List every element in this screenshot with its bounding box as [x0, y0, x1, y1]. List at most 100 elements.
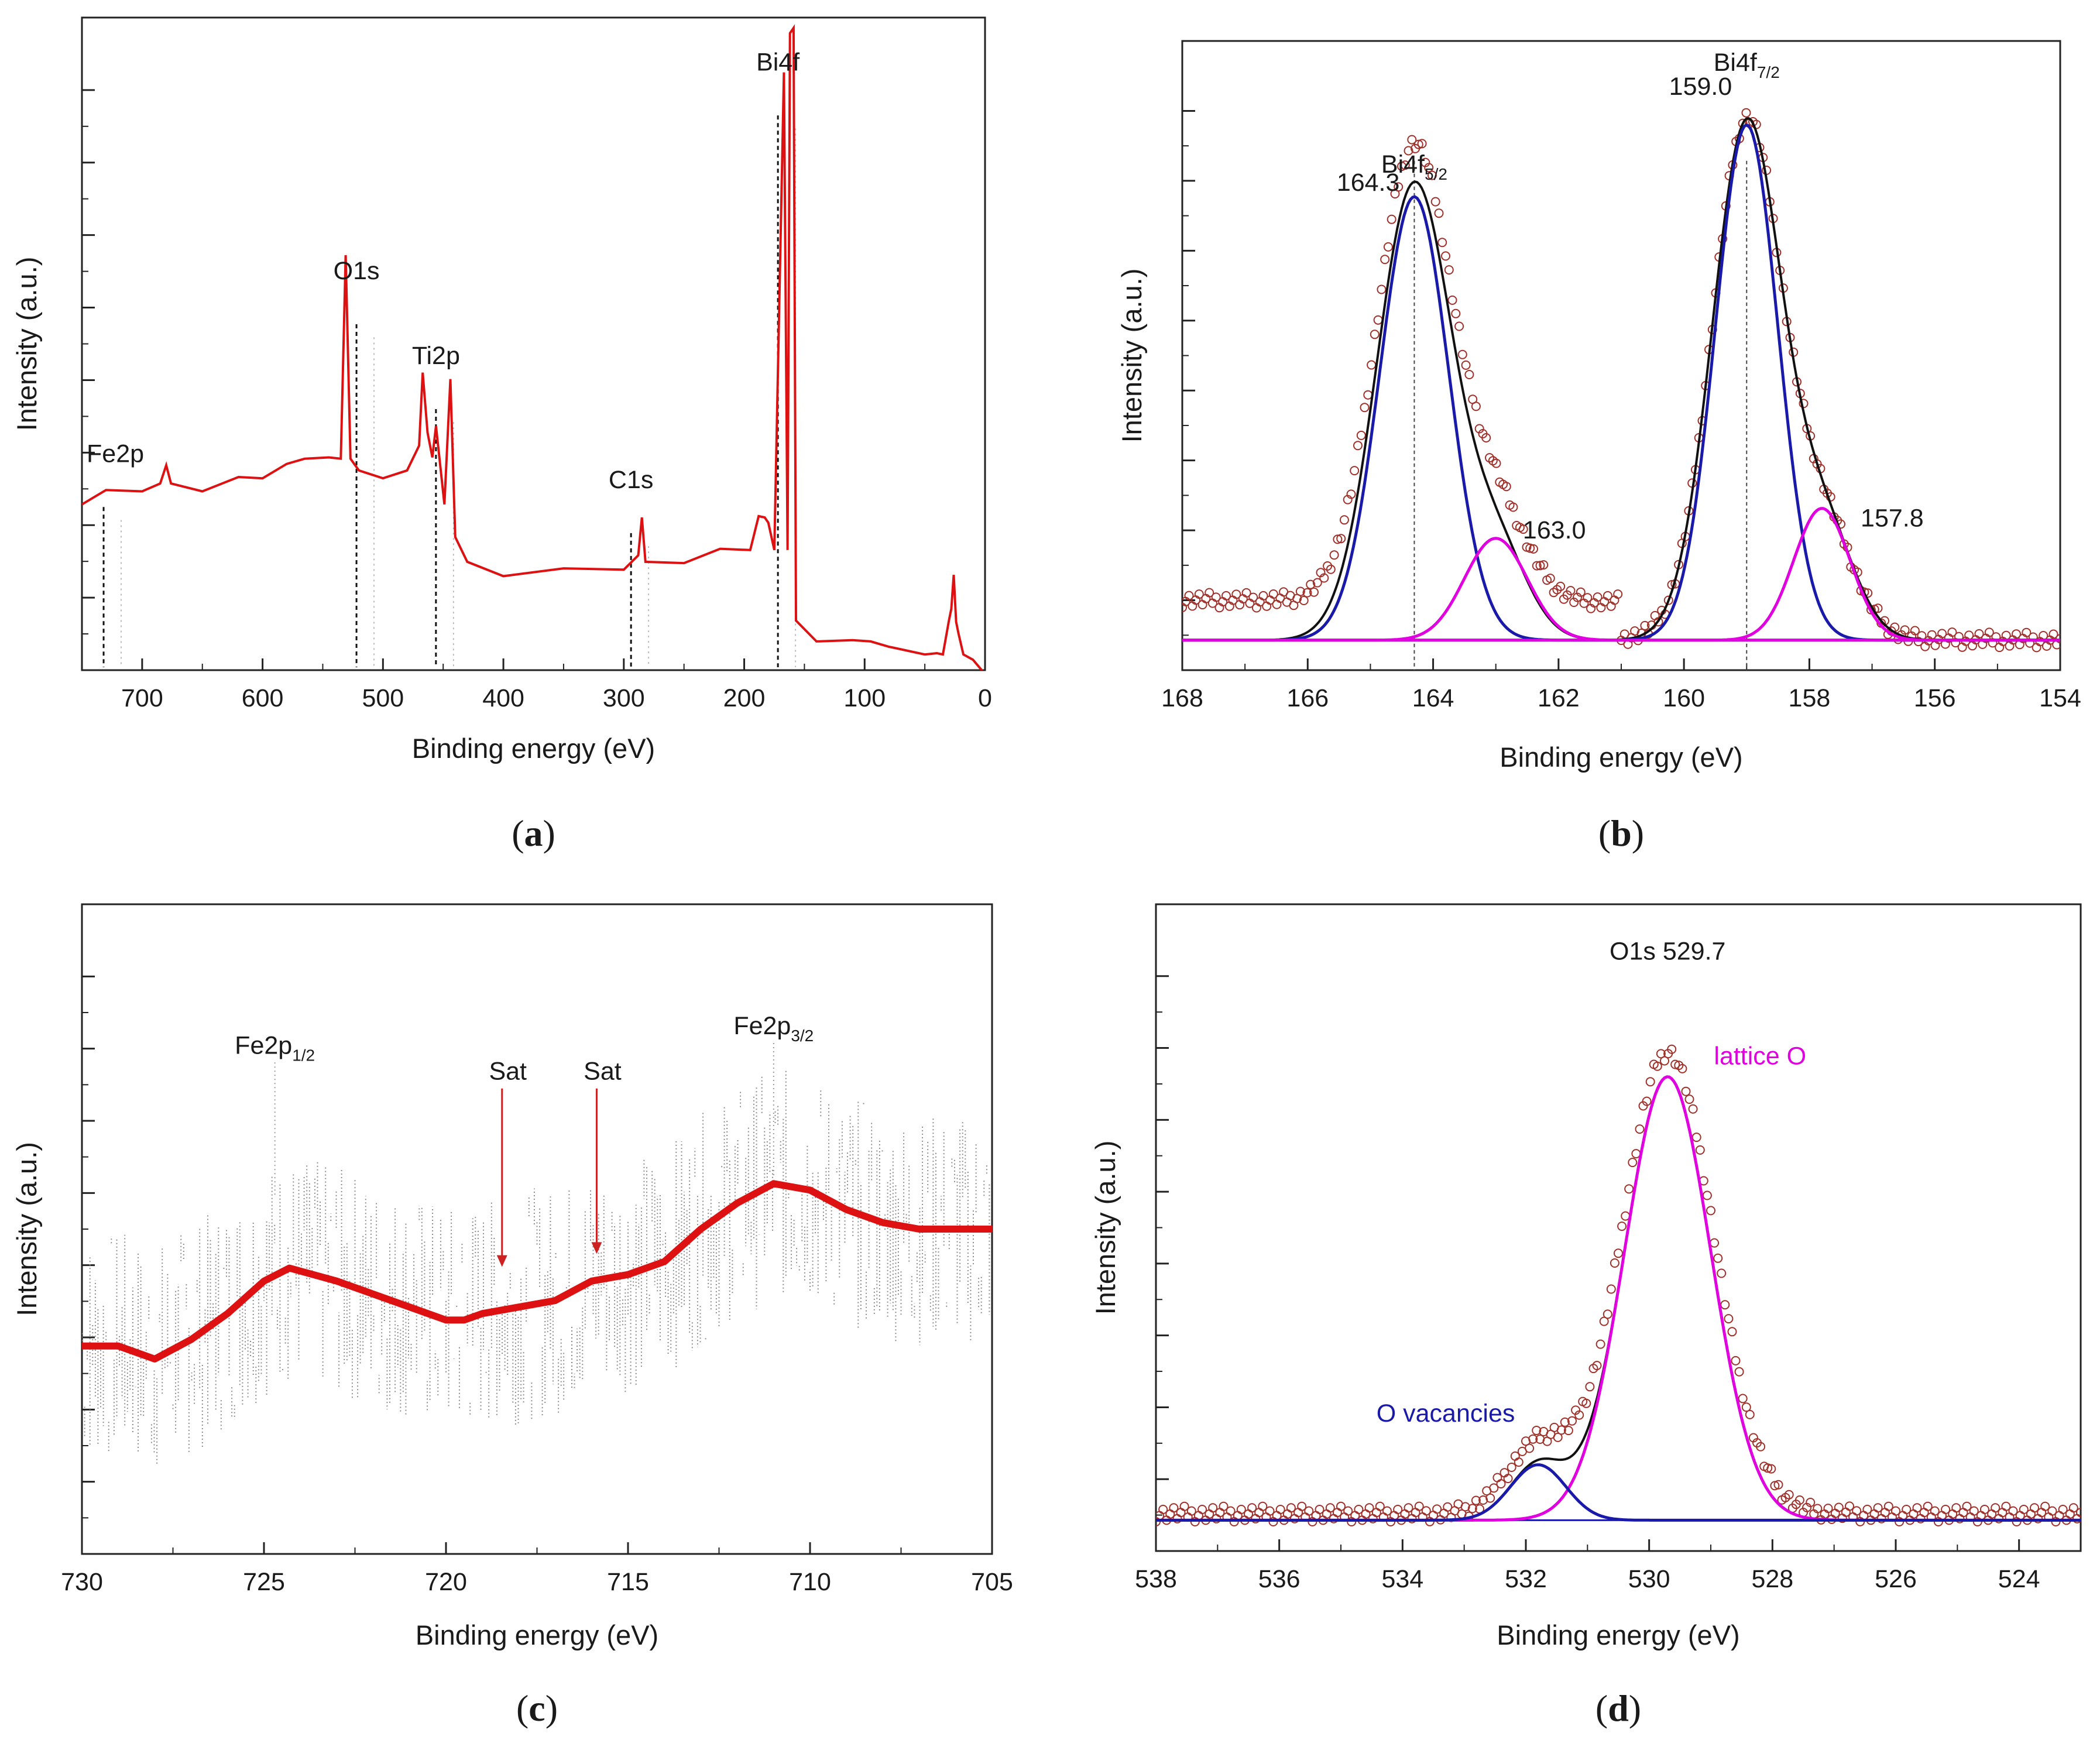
data-point	[1937, 629, 1947, 639]
x-tick-label: 705	[971, 1568, 1013, 1596]
x-tick-label: 168	[1161, 684, 1203, 712]
data-point	[1474, 424, 1484, 434]
data-point	[1873, 603, 1883, 613]
peak-label: O1s 529.7	[1610, 938, 1725, 966]
data-point	[1268, 589, 1278, 599]
peak-label-main: O vacancies	[1377, 1399, 1515, 1428]
peak-label-main: Sat	[489, 1058, 527, 1086]
x-tick-label: 524	[1998, 1565, 2040, 1593]
data-point	[1770, 1481, 1780, 1491]
data-point	[1806, 1498, 1816, 1507]
caption-letter: a	[524, 812, 543, 854]
data-point	[1424, 163, 1434, 173]
data-point	[1364, 1503, 1374, 1513]
data-point	[1299, 596, 1309, 605]
data-point	[1186, 1506, 1196, 1516]
data-point	[1684, 1094, 1694, 1104]
caption-open: (	[1598, 812, 1611, 854]
data-point	[1485, 1493, 1495, 1503]
data-point	[2040, 1501, 2050, 1511]
data-point	[1247, 1503, 1257, 1513]
x-tick-label: 534	[1381, 1565, 1423, 1593]
data-point	[1393, 1505, 1403, 1514]
data-point	[1457, 349, 1467, 359]
data-point	[1346, 489, 1356, 499]
data-point	[1599, 1316, 1609, 1326]
data-point	[1731, 1356, 1741, 1365]
data-point	[1930, 1506, 1940, 1516]
data-point	[1336, 534, 1346, 544]
data-point	[1182, 603, 1187, 612]
peak-label: Bi4f	[756, 48, 800, 76]
x-tick-label: 530	[1628, 1565, 1670, 1593]
panel-caption: (b)	[1598, 812, 1644, 854]
data-point	[1382, 1506, 1392, 1516]
y-axis-label: Intensity (a.u.)	[1116, 269, 1147, 443]
data-point	[1432, 1504, 1442, 1514]
fit-curve-157-8-component	[1182, 507, 2060, 642]
data-point	[1583, 593, 1593, 603]
data-point	[1710, 1238, 1720, 1248]
peak-label-main: 159.0	[1669, 73, 1732, 101]
plot-frame	[1181, 40, 2061, 671]
caption-letter: d	[1608, 1687, 1629, 1729]
data-point	[1356, 430, 1366, 440]
data-point	[1467, 1504, 1477, 1514]
data-point	[1813, 1504, 1823, 1514]
data-point	[1552, 585, 1562, 595]
caption-close: )	[1632, 812, 1644, 854]
data-point	[1258, 1501, 1268, 1511]
peak-label: Fe2p1/2	[235, 1031, 315, 1064]
panel-a: 700 600 500 400 300 200 100 0 Binding energy (eV…	[11, 16, 992, 854]
data-point	[1464, 370, 1474, 379]
data-point	[1496, 1479, 1506, 1489]
fit-curve-o-vacancies	[1156, 1463, 2081, 1522]
data-point	[2058, 1505, 2068, 1514]
data-point	[1489, 1483, 1499, 1493]
survey-spectrum-line	[82, 24, 983, 670]
data-point	[1169, 1503, 1179, 1513]
data-point	[1645, 1077, 1655, 1087]
data-point	[1336, 1501, 1346, 1511]
data-point	[1272, 599, 1282, 609]
data-point	[1491, 458, 1501, 468]
caption-open: (	[516, 1687, 529, 1729]
data-point	[1624, 1184, 1634, 1194]
fit-curve-bi4f7-2-main	[1182, 123, 2060, 642]
data-point	[1407, 135, 1417, 145]
x-tick-label: 526	[1875, 1565, 1917, 1593]
data-point	[1724, 1314, 1734, 1324]
data-point	[1691, 1133, 1701, 1142]
data-point	[1560, 1417, 1570, 1427]
data-point	[1912, 1503, 1922, 1513]
x-axis-label: Binding energy (eV)	[1499, 742, 1742, 773]
peak-label-main: Bi4f	[1381, 150, 1425, 179]
data-point	[1677, 1063, 1687, 1073]
data-point	[1741, 1402, 1751, 1412]
peak-label: 164.3	[1337, 169, 1400, 197]
plot-frame	[81, 903, 993, 1555]
peak-label: 157.8	[1861, 504, 1924, 532]
x-tick-label: 500	[362, 684, 404, 712]
data-point	[1197, 1505, 1207, 1514]
data-point	[1205, 588, 1214, 598]
data-point	[1383, 242, 1393, 252]
data-point	[1343, 1506, 1353, 1516]
caption-letter: b	[1611, 812, 1632, 854]
data-point	[1727, 1327, 1737, 1337]
data-point	[1184, 591, 1194, 601]
data-point	[1333, 534, 1343, 544]
x-tick-label: 730	[61, 1568, 103, 1596]
data-point	[1706, 1206, 1715, 1216]
x-tick-label: 0	[978, 684, 992, 712]
data-point	[1969, 1506, 1979, 1516]
data-point	[1404, 1503, 1413, 1513]
data-point	[1329, 550, 1339, 560]
x-axis-label: Binding energy (eV)	[416, 1619, 658, 1651]
data-point	[1312, 578, 1322, 588]
satellite-arrowhead	[496, 1255, 507, 1267]
x-tick-label: 720	[425, 1568, 467, 1596]
data-point	[1702, 1190, 1712, 1200]
data-point	[1595, 1339, 1605, 1349]
data-point	[1563, 1426, 1573, 1436]
